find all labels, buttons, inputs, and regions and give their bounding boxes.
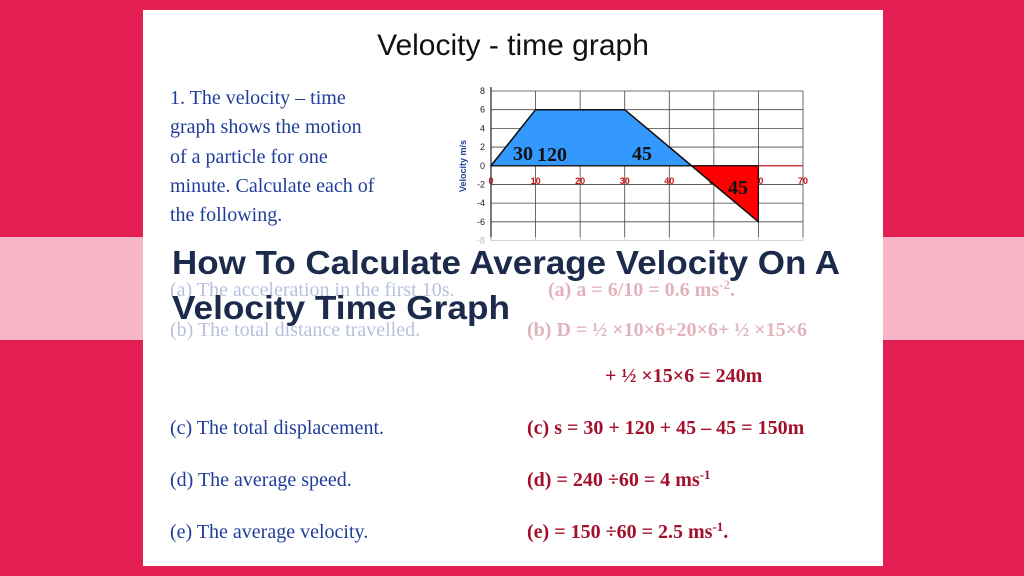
answer-superscript: -1 — [700, 467, 711, 482]
intro-line: 1. The velocity – time — [170, 87, 346, 109]
area-label: 120 — [537, 144, 567, 166]
question: (c) The total displacement. — [170, 417, 384, 439]
area-label: 30 — [513, 143, 533, 165]
answer-text: (e) = 150 ÷60 = 2.5 ms — [527, 521, 713, 543]
intro-line: the following. — [170, 204, 282, 226]
slide-title: Velocity - time graph — [377, 29, 649, 62]
answer: (e) = 150 ÷60 = 2.5 ms-1. — [527, 519, 728, 544]
x-tick-label: 70 — [798, 176, 808, 186]
y-tick-label: -4 — [477, 198, 485, 208]
answer-text: (c) s = 30 + 120 + 45 – 45 = 150m — [527, 417, 805, 439]
y-axis-label: Velocity m/s — [458, 140, 468, 192]
answer-text: + ½ ×15×6 = 240m — [605, 365, 763, 387]
x-tick-label: 10 — [531, 176, 541, 186]
area-label: 45 — [632, 143, 652, 165]
answer: (d) = 240 ÷60 = 4 ms-1 — [527, 467, 711, 492]
y-tick-label: 0 — [480, 161, 485, 171]
y-tick-label: 4 — [480, 123, 485, 133]
question: (d) The average speed. — [170, 469, 352, 491]
x-tick-label: 30 — [620, 176, 630, 186]
answer-superscript: -1 — [712, 519, 723, 534]
velocity-line — [490, 108, 759, 223]
y-tick-label: 6 — [480, 105, 485, 115]
answer: (c) s = 30 + 120 + 45 – 45 = 150m — [527, 417, 805, 439]
overlay-title: How To Calculate Average Velocity On A — [172, 244, 840, 281]
intro-line: graph shows the motion — [170, 116, 362, 138]
overlay-title: Velocity Time Graph — [172, 289, 510, 326]
question: (e) The average velocity. — [170, 521, 368, 543]
title-band — [0, 237, 1024, 340]
y-tick-label: -2 — [477, 179, 485, 189]
x-tick-label: 40 — [664, 176, 674, 186]
answer: + ½ ×15×6 = 240m — [605, 365, 763, 387]
x-tick-label: 20 — [575, 176, 585, 186]
intro-line: minute. Calculate each of — [170, 175, 375, 197]
y-tick-label: 8 — [480, 86, 485, 96]
graph: 86420-2-4-6-8010203040506070301204545Vel… — [458, 86, 808, 246]
area-label: 45 — [728, 177, 748, 199]
y-tick-label: -6 — [477, 217, 485, 227]
answer-end: . — [723, 521, 728, 543]
y-tick-label: 2 — [480, 142, 485, 152]
answer-text: (d) = 240 ÷60 = 4 ms — [527, 469, 700, 491]
intro-line: of a particle for one — [170, 146, 328, 168]
